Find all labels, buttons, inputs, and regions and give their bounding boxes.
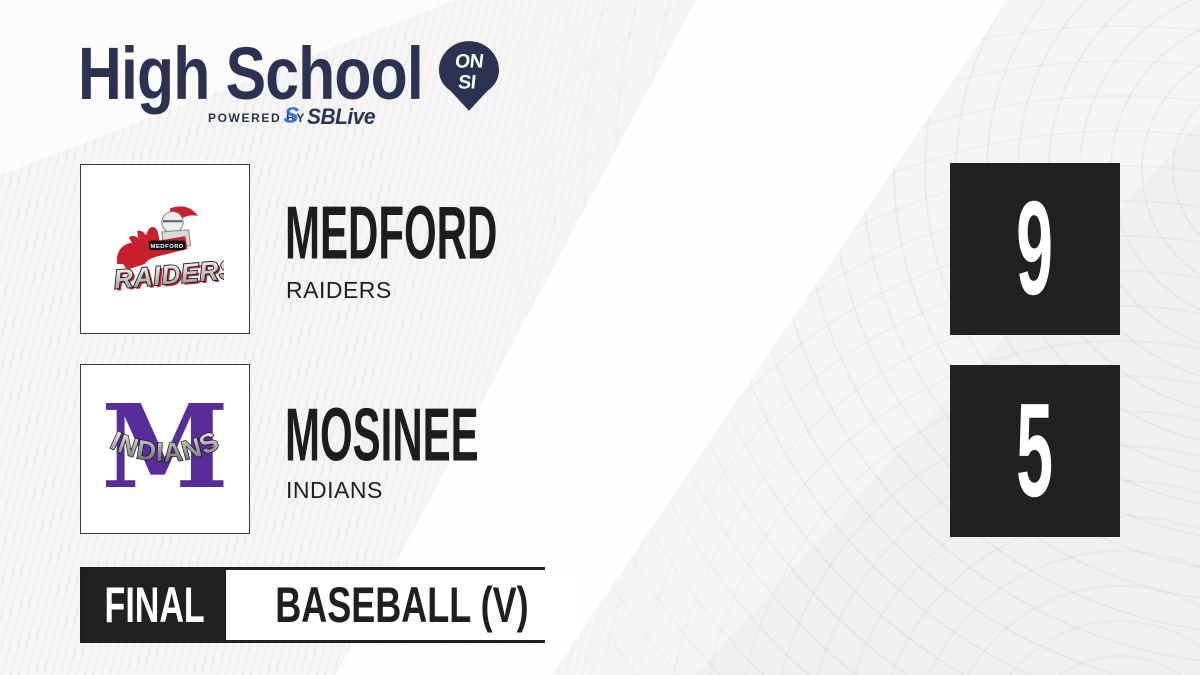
pin-text-si: SI — [457, 72, 477, 94]
on-si-pin-icon: ON SI — [438, 41, 500, 111]
team-mascot-raiders: RAIDERS — [286, 277, 392, 303]
mosinee-logo-box: M INDIANS — [80, 364, 250, 534]
pin-text-on: ON — [454, 50, 484, 72]
sblive-wordmark: SBLive — [307, 104, 376, 129]
team-name-mosinee: MOSINEE — [285, 393, 479, 477]
medford-logo-banner-text: MEDFORD — [150, 244, 183, 250]
svg-text:S: S — [284, 103, 300, 127]
team-mascot-indians: INDIANS — [286, 477, 383, 503]
medford-score-box: 9 — [950, 163, 1120, 335]
team-name-medford: MEDFORD — [285, 191, 498, 275]
status-bar: FINAL BASEBALL (V) — [80, 567, 578, 643]
sblive-logo: S SBLive — [284, 103, 379, 128]
mosinee-score: 5 — [1016, 377, 1054, 525]
svg-text:INDIANS: INDIANS — [106, 425, 224, 467]
sport-label: BASEBALL (V) — [275, 577, 529, 633]
status-state-label: FINAL — [104, 577, 205, 633]
sblive-s-icon: S — [284, 103, 300, 127]
sport-box: BASEBALL (V) — [226, 570, 578, 640]
powered-by-label: POWERED BY — [208, 111, 307, 125]
mosinee-logo-letter: M — [101, 382, 229, 515]
mosinee-logo-wordmark: INDIANS — [105, 425, 223, 469]
mosinee-indians-logo: M INDIANS — [101, 382, 229, 515]
medford-logo-box: MEDFORD RAIDERS RAIDERS — [80, 164, 250, 334]
mosinee-score-box: 5 — [950, 365, 1120, 537]
status-badge: FINAL — [83, 570, 226, 640]
medford-raiders-logo: MEDFORD RAIDERS RAIDERS — [112, 206, 224, 296]
medford-score: 9 — [1016, 175, 1054, 323]
brand-title: High School — [78, 32, 424, 115]
